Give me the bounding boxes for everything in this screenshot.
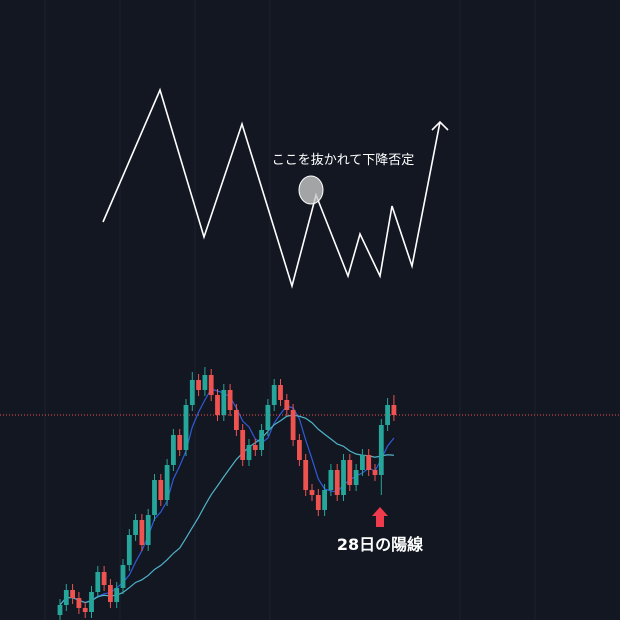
candle-body bbox=[391, 405, 397, 415]
candle-body bbox=[120, 565, 126, 588]
candle-body bbox=[378, 425, 384, 475]
candle-body bbox=[164, 465, 170, 500]
plot bbox=[0, 367, 620, 620]
annotation-text: ここを抜かれて下降否定 bbox=[272, 152, 415, 168]
candle-body bbox=[63, 590, 69, 605]
candle-body bbox=[315, 495, 321, 510]
candle-body bbox=[265, 405, 271, 430]
candle-body bbox=[76, 598, 82, 608]
candle-body bbox=[240, 430, 246, 460]
candle-body bbox=[133, 520, 138, 535]
candle-body bbox=[215, 395, 220, 415]
candle-body bbox=[57, 605, 63, 615]
candle-body bbox=[366, 455, 372, 470]
candle-body bbox=[89, 592, 94, 612]
candle-body bbox=[278, 385, 283, 400]
grid bbox=[44, 0, 536, 620]
candle-body bbox=[183, 405, 189, 450]
candle-body bbox=[234, 410, 239, 430]
candle-body bbox=[221, 390, 227, 415]
candle-body bbox=[126, 535, 132, 565]
candle-body bbox=[82, 608, 88, 612]
candle-body bbox=[347, 460, 353, 485]
candle-body bbox=[290, 410, 296, 440]
candle-body bbox=[259, 430, 264, 450]
highlight-circle bbox=[298, 175, 324, 205]
candle-body bbox=[334, 470, 340, 495]
candle-body bbox=[303, 460, 309, 490]
candle-body bbox=[246, 445, 252, 460]
candle-body bbox=[297, 440, 302, 460]
candle-body bbox=[202, 375, 208, 390]
candle-body bbox=[108, 585, 113, 602]
candle-body bbox=[95, 572, 101, 592]
candle-body bbox=[70, 590, 75, 598]
zigzag-drawing bbox=[102, 87, 441, 289]
candle-body bbox=[139, 520, 145, 545]
candle-body bbox=[341, 460, 346, 495]
candle-body bbox=[101, 572, 107, 585]
candle-body bbox=[385, 405, 390, 425]
arrow-head bbox=[431, 120, 449, 131]
candle-body bbox=[328, 470, 334, 490]
candle-body bbox=[227, 390, 233, 410]
candle-body bbox=[171, 435, 176, 465]
candle-body bbox=[158, 480, 164, 500]
candle-body bbox=[252, 445, 258, 450]
candle-body bbox=[360, 455, 365, 470]
candle-body bbox=[271, 385, 277, 405]
annotation-text: 28日の陽線 bbox=[337, 535, 423, 554]
candle-body bbox=[196, 380, 201, 390]
candle-body bbox=[208, 375, 214, 395]
candle-body bbox=[284, 400, 290, 410]
candle-body bbox=[372, 470, 378, 475]
candle-body bbox=[322, 490, 327, 510]
pointer-arrow bbox=[372, 507, 388, 527]
candle-body bbox=[353, 470, 359, 485]
candle-body bbox=[309, 490, 315, 495]
candle-body bbox=[177, 435, 183, 450]
candle-body bbox=[145, 515, 151, 545]
candle-body bbox=[189, 380, 195, 405]
candle-body bbox=[152, 480, 157, 515]
candle-body bbox=[114, 588, 120, 602]
